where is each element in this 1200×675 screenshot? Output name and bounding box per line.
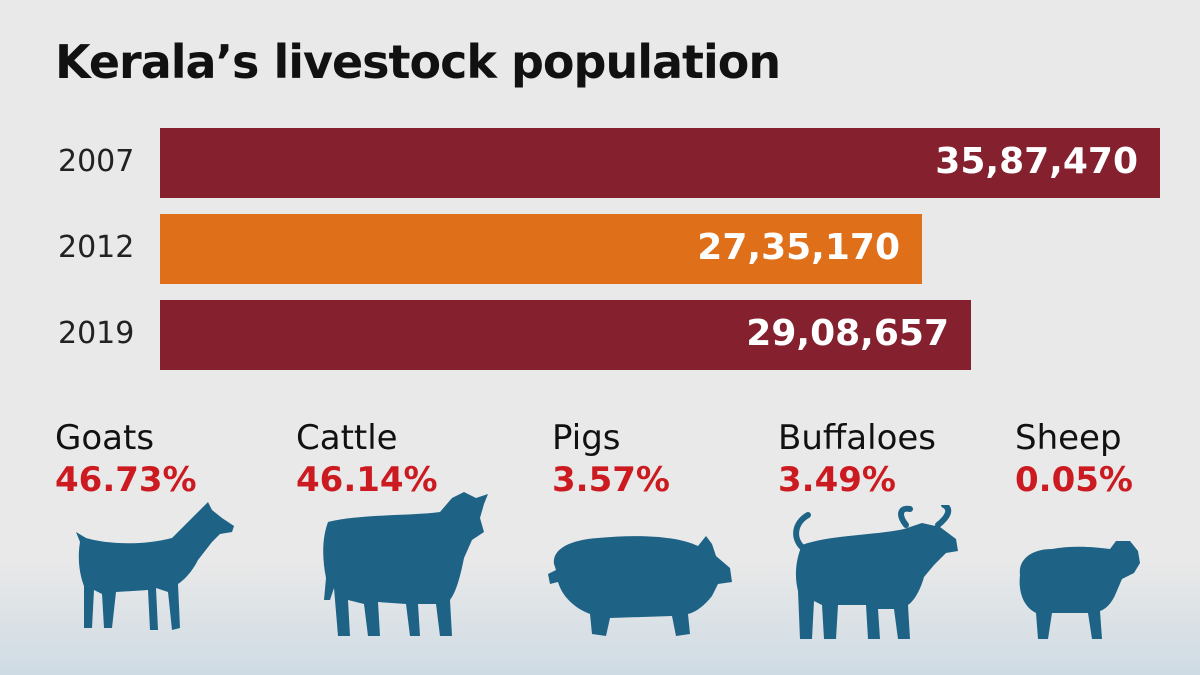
category-name: Cattle bbox=[296, 418, 398, 458]
goat-icon bbox=[76, 502, 234, 630]
bar-year-label: 2019 bbox=[58, 316, 135, 351]
cattle-icon bbox=[323, 492, 488, 636]
category-name: Buffaloes bbox=[778, 418, 937, 458]
bar-value-label: 35,87,470 bbox=[935, 141, 1138, 182]
pig-icon bbox=[548, 536, 732, 636]
bar-year-label: 2012 bbox=[58, 230, 135, 265]
bar-row-2012: 2012 27,35,170 bbox=[0, 214, 1200, 284]
chart-title: Kerala’s livestock population bbox=[55, 35, 781, 89]
bar-row-2019: 2019 29,08,657 bbox=[0, 300, 1200, 370]
bar: 29,08,657 bbox=[160, 300, 971, 370]
category-percent: 46.73% bbox=[55, 460, 197, 500]
category-percent: 0.05% bbox=[1015, 460, 1133, 500]
category-goats: Goats 46.73% bbox=[55, 418, 275, 500]
bar: 27,35,170 bbox=[160, 214, 922, 284]
category-name: Goats bbox=[55, 418, 155, 458]
category-buffaloes: Buffaloes 3.49% bbox=[778, 418, 998, 500]
category-percent: 3.49% bbox=[778, 460, 896, 500]
category-sheep: Sheep 0.05% bbox=[1015, 418, 1200, 500]
bar-chart: 2007 35,87,470 2012 27,35,170 2019 29,08,657 bbox=[0, 128, 1200, 370]
category-percent: 3.57% bbox=[552, 460, 670, 500]
bar-row-2007: 2007 35,87,470 bbox=[0, 128, 1200, 198]
category-percent: 46.14% bbox=[296, 460, 438, 500]
bar-value-label: 29,08,657 bbox=[746, 313, 949, 354]
category-pigs: Pigs 3.57% bbox=[552, 418, 772, 500]
buffalo-icon bbox=[793, 505, 958, 639]
bar-value-label: 27,35,170 bbox=[697, 227, 900, 268]
category-name: Pigs bbox=[552, 418, 621, 458]
bar-year-label: 2007 bbox=[58, 144, 135, 179]
category-name: Sheep bbox=[1015, 418, 1122, 458]
sheep-icon bbox=[1019, 541, 1140, 639]
category-cattle: Cattle 46.14% bbox=[296, 418, 516, 500]
bar: 35,87,470 bbox=[160, 128, 1160, 198]
